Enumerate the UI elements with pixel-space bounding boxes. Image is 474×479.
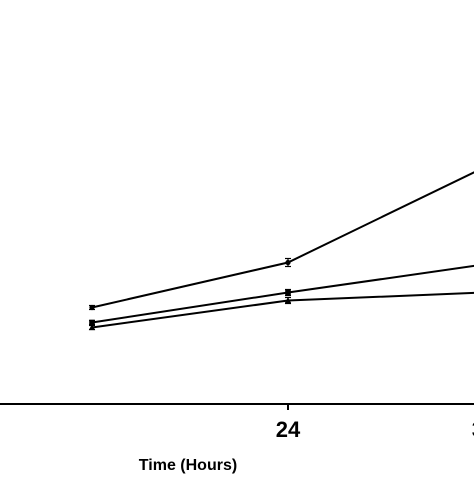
data-point: [285, 289, 291, 296]
x-axis-title: Time (Hours): [139, 457, 237, 474]
series-1: [88, 171, 474, 311]
labels: Time (Hours) 24 36: [139, 417, 474, 474]
data-point: [89, 304, 95, 311]
data-point: [88, 324, 96, 331]
axes: [0, 403, 474, 410]
series-line: [91, 291, 474, 329]
series-line: [91, 171, 474, 309]
series-line: [91, 264, 474, 324]
data-point: [285, 259, 291, 266]
series-2: [88, 264, 474, 326]
series-layer: [88, 171, 474, 331]
series-3: [88, 291, 474, 331]
x-tick-label: 24: [276, 417, 301, 442]
data-point: [284, 297, 292, 304]
data-point: [89, 319, 95, 326]
x-tick-label: 36: [472, 417, 474, 442]
